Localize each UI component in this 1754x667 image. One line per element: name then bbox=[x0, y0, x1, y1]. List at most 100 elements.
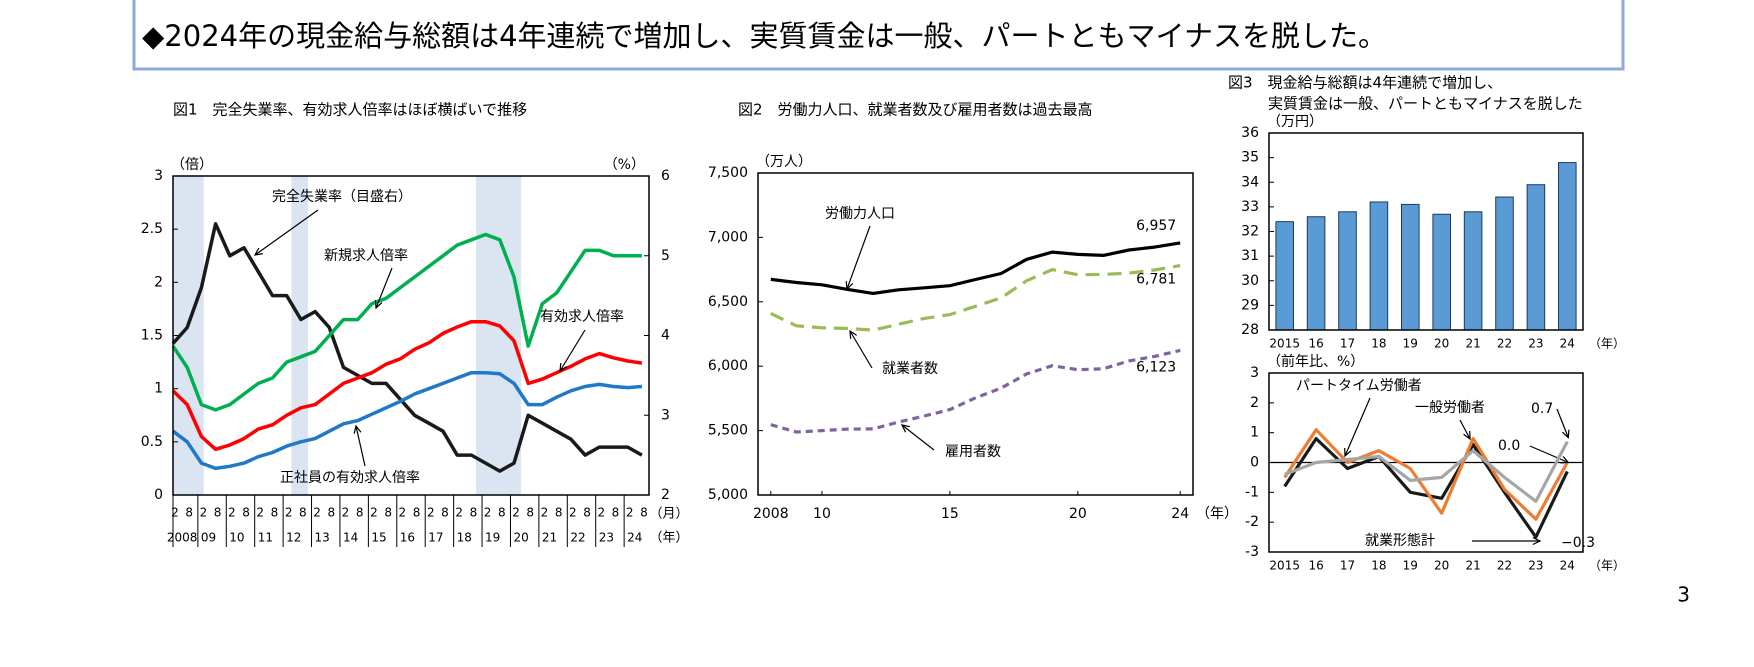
x-axis-unit: （年） bbox=[1196, 506, 1238, 522]
annotation-arrow bbox=[355, 425, 366, 467]
y-tick-label: -3 bbox=[1245, 544, 1259, 560]
series-label: 就業形態計 bbox=[1365, 533, 1435, 549]
x-tick-label: 23 bbox=[1528, 559, 1543, 573]
series-line bbox=[171, 370, 643, 471]
y2-axis-unit: （%） bbox=[604, 157, 645, 173]
bar bbox=[1558, 162, 1577, 331]
arrow-head bbox=[374, 299, 383, 310]
x-month-label: 2 bbox=[370, 506, 378, 520]
x-tick-label: 2015 bbox=[1269, 337, 1300, 351]
x-tick-label: 2015 bbox=[1269, 559, 1300, 573]
y-tick-label: 28 bbox=[1241, 322, 1259, 338]
x-tick-label: 15 bbox=[941, 506, 959, 522]
arrow-head bbox=[559, 362, 568, 373]
x-tick-label: 20 bbox=[1434, 559, 1449, 573]
x-month-label: 2 bbox=[626, 506, 634, 520]
x-month-label: 8 bbox=[299, 506, 307, 520]
x-tick-label: 17 bbox=[1340, 337, 1355, 351]
x-tick-label: 20 bbox=[1069, 506, 1087, 522]
arrow-head bbox=[1463, 430, 1471, 441]
annotation-arrow bbox=[1529, 445, 1569, 464]
x-tick-label: 21 bbox=[1465, 559, 1480, 573]
y-tick-label: 29 bbox=[1241, 297, 1259, 313]
plot-frame bbox=[1268, 132, 1584, 331]
x-month-label: 8 bbox=[271, 506, 279, 520]
bar bbox=[1369, 201, 1389, 331]
arrow-head bbox=[849, 329, 858, 340]
y-tick-label: 1.5 bbox=[141, 328, 163, 344]
series-label: パートタイム労働者 bbox=[1296, 378, 1422, 394]
x-tick-label: 19 bbox=[1403, 559, 1418, 573]
y-tick-label: 35 bbox=[1241, 150, 1259, 166]
y2-tick-label: 6 bbox=[661, 168, 670, 184]
bar bbox=[1463, 211, 1483, 331]
x-month-label: 8 bbox=[185, 506, 193, 520]
x-year-label: 14 bbox=[343, 531, 358, 545]
x-year-label: 20 bbox=[513, 531, 528, 545]
x-year-label: 17 bbox=[428, 531, 443, 545]
x-tick-label: 24 bbox=[1560, 559, 1575, 573]
x-tick-label: 16 bbox=[1308, 559, 1323, 573]
x-tick-label: 17 bbox=[1340, 559, 1355, 573]
y-tick-label: 5,500 bbox=[708, 423, 748, 439]
x-month-label: 8 bbox=[214, 506, 222, 520]
y-tick-label: 0.5 bbox=[141, 434, 163, 450]
x-month-label: 2 bbox=[256, 506, 264, 520]
y-tick-label: -1 bbox=[1245, 484, 1259, 500]
annotation-arrow bbox=[1556, 408, 1569, 438]
series-line bbox=[171, 222, 643, 473]
series-label: 新規求人倍率 bbox=[324, 248, 408, 264]
x-unit-year: （年） bbox=[649, 531, 688, 546]
x-year-label: 2008 bbox=[167, 531, 198, 545]
x-axis-unit: （年） bbox=[1589, 559, 1625, 573]
y-tick-label: 34 bbox=[1241, 174, 1259, 190]
arrow-head bbox=[900, 424, 910, 433]
x-month-label: 8 bbox=[498, 506, 506, 520]
series-line bbox=[171, 232, 642, 412]
x-month-label: 2 bbox=[427, 506, 435, 520]
x-month-label: 8 bbox=[583, 506, 591, 520]
series-label: 正社員の有効求人倍率 bbox=[280, 470, 420, 486]
annotation-arrow bbox=[1459, 419, 1471, 440]
x-month-label: 2 bbox=[541, 506, 549, 520]
y2-tick-label: 3 bbox=[661, 407, 670, 423]
shaded-period bbox=[291, 176, 308, 495]
x-year-label: 24 bbox=[627, 531, 642, 545]
x-month-label: 2 bbox=[285, 506, 293, 520]
annotation-arrow bbox=[849, 330, 873, 369]
x-tick-label: 22 bbox=[1497, 337, 1512, 351]
value-label: 6,123 bbox=[1136, 359, 1176, 375]
x-year-label: 11 bbox=[258, 531, 273, 545]
y-tick-label: 6,500 bbox=[708, 294, 748, 310]
plot-frame bbox=[1268, 372, 1584, 553]
x-month-label: 8 bbox=[356, 506, 364, 520]
shaded-period bbox=[476, 176, 522, 495]
chart-title: 図3 現金給与総額は4年連続で増加し、 bbox=[1228, 74, 1502, 92]
x-tick-label: 20 bbox=[1434, 337, 1449, 351]
bar bbox=[1495, 196, 1514, 331]
arrow-head bbox=[353, 424, 362, 434]
series-label: 一般労働者 bbox=[1415, 400, 1485, 416]
x-year-label: 21 bbox=[542, 531, 557, 545]
x-month-label: 2 bbox=[171, 506, 179, 520]
header-text: ◆2024年の現金給与総額は4年連続で増加し、実質賃金は一般、パートともマイナス… bbox=[142, 19, 1387, 53]
y-tick-label: 7,000 bbox=[708, 229, 748, 245]
y-tick-label: 33 bbox=[1241, 199, 1259, 215]
x-axis-unit: （年） bbox=[1589, 337, 1625, 351]
y-tick-label: -2 bbox=[1245, 514, 1259, 530]
x-month-label: 8 bbox=[526, 506, 534, 520]
x-year-label: 23 bbox=[599, 531, 614, 545]
header-box bbox=[132, 0, 1625, 71]
arrow-head bbox=[1532, 536, 1542, 546]
chart-title: 図1 完全失業率、有効求人倍率はほぼ横ばいで推移 bbox=[173, 101, 527, 119]
x-year-label: 10 bbox=[229, 531, 244, 545]
annotation-arrow bbox=[375, 267, 393, 309]
y-tick-label: 7,500 bbox=[708, 165, 748, 181]
series-line bbox=[770, 264, 1181, 332]
x-month-label: 8 bbox=[612, 506, 620, 520]
series-label: 労働力人口 bbox=[825, 206, 895, 222]
x-tick-label: 10 bbox=[813, 506, 831, 522]
x-month-label: 8 bbox=[413, 506, 421, 520]
x-month-label: 2 bbox=[512, 506, 520, 520]
x-year-label: 13 bbox=[315, 531, 330, 545]
